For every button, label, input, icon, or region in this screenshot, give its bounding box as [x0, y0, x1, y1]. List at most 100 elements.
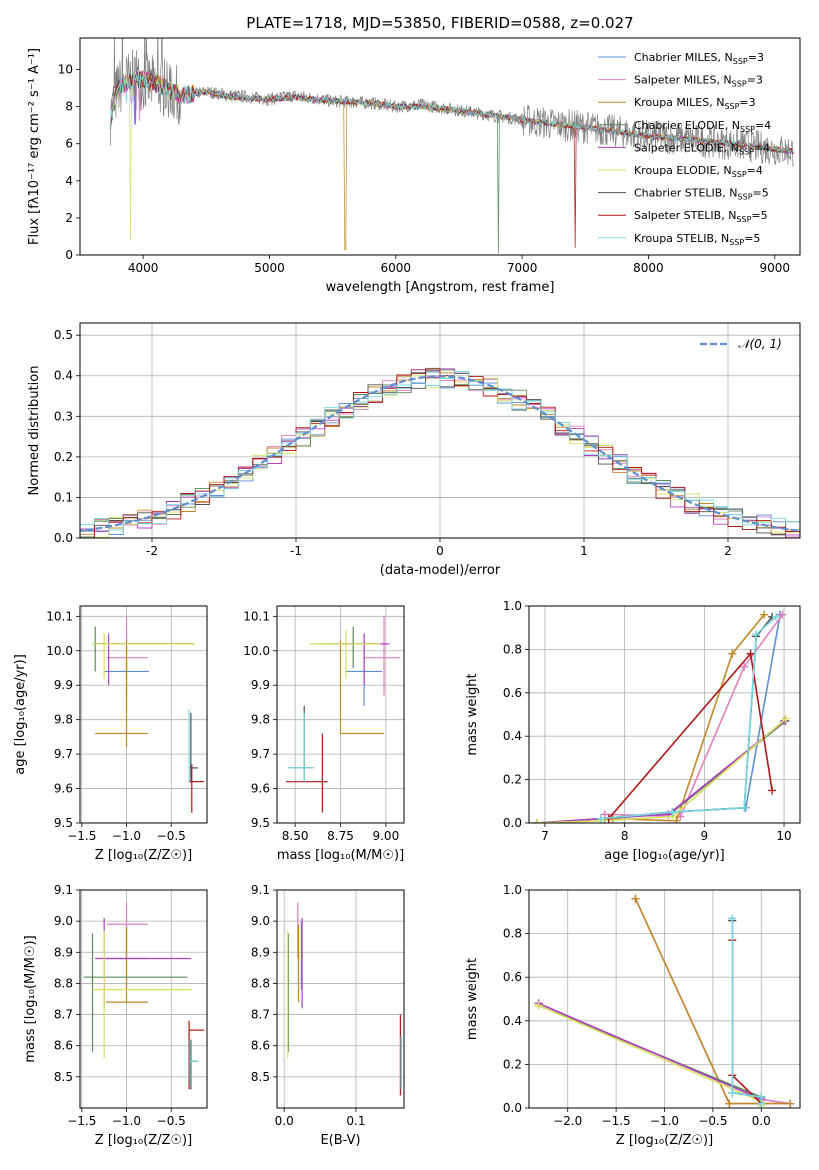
- legend-sub: SSP: [739, 147, 754, 156]
- x-axis-label: Z [log₁₀(Z/Z☉)]: [95, 1133, 192, 1148]
- axes-frame: [276, 889, 405, 1109]
- weight-marker: [760, 610, 769, 619]
- legend-name: Salpeter MILES, N: [634, 74, 732, 87]
- legend-name: Salpeter ELODIE, N: [634, 141, 739, 154]
- y-tick-label: 8.5: [54, 1070, 73, 1084]
- x-tick-label: −0.5: [157, 1114, 186, 1128]
- x-tick-label: 6000: [381, 261, 412, 275]
- weight-marker: [596, 814, 605, 823]
- x-tick-label: 8000: [633, 261, 664, 275]
- y-tick-label: 9.0: [251, 914, 270, 928]
- x-tick-label: −1.0: [112, 829, 141, 843]
- y-tick-label: 9.9: [251, 678, 270, 692]
- legend-eq: =4: [755, 119, 771, 132]
- y-tick-label: 9.5: [54, 816, 73, 830]
- x-tick-label: 7: [541, 829, 549, 843]
- legend-eq: =5: [744, 232, 760, 245]
- y-tick-label: 0.8: [503, 927, 522, 941]
- legend-name: Chabrier ELODIE, N: [634, 119, 740, 132]
- legend-eq: =5: [751, 209, 767, 222]
- x-tick-label: −0.5: [157, 829, 186, 843]
- legend-entry: Salpeter ELODIE, NSSP=4: [634, 141, 770, 156]
- x-tick-label: 1: [580, 544, 588, 558]
- y-tick-label: 9.7: [54, 747, 73, 761]
- y-tick-label: 0.2: [503, 773, 522, 787]
- legend-name: Chabrier STELIB, N: [634, 187, 738, 200]
- y-tick-label: 9.5: [251, 816, 270, 830]
- weight-marker: [728, 649, 737, 658]
- legend-entry: Chabrier STELIB, NSSP=5: [634, 187, 769, 202]
- x-tick-label: 2: [724, 544, 732, 558]
- y-tick-label: 10.0: [46, 644, 73, 658]
- x-tick-label: 9.00: [372, 829, 399, 843]
- legend-entry: Kroupa MILES, NSSP=3: [634, 96, 756, 111]
- x-tick-label: 0.0: [275, 1114, 294, 1128]
- y-tick-label: 8: [65, 100, 73, 114]
- legend-entry: Salpeter MILES, NSSP=3: [634, 74, 763, 89]
- y-tick-label: 8.5: [251, 1070, 270, 1084]
- axes-mass-vs-Z: −1.5 −1.0 −0.5 8.5 8.6 8.7 8.8 8.9 9.0 9.1 Z [log₁…: [23, 883, 207, 1148]
- y-tick-label: 9.7: [251, 747, 270, 761]
- y-tick-label: 10.1: [46, 609, 73, 623]
- weight-marker: [781, 714, 790, 723]
- y-tick-label: 9.1: [251, 883, 270, 897]
- weight-marker: [534, 1001, 543, 1010]
- weight-marker: [672, 816, 681, 823]
- weight-marker: [532, 819, 541, 823]
- mass-vs-EBV-points: [287, 902, 402, 1096]
- y-tick-label: 6: [65, 137, 73, 151]
- y-tick-label: 0.3: [54, 409, 73, 423]
- x-tick-label: -2: [146, 544, 158, 558]
- legend-entry: Chabrier MILES, NSSP=3: [634, 51, 764, 66]
- x-axis-label: age [log₁₀(age/yr)]: [604, 848, 725, 863]
- axes-frame: [79, 37, 801, 256]
- legend-eq: =4: [754, 141, 770, 154]
- x-tick-label: 5000: [254, 261, 285, 275]
- y-tick-label: 4: [65, 174, 73, 188]
- x-tick-label: 10: [776, 829, 791, 843]
- y-tick-label: 0.4: [54, 369, 73, 383]
- legend-eq: =3: [748, 51, 764, 64]
- legend-sub: SSP: [738, 193, 753, 202]
- y-tick-label: 10: [58, 63, 73, 77]
- y-tick-label: 0.6: [503, 970, 522, 984]
- weight-marker: [728, 1088, 737, 1097]
- y-tick-label: 10.1: [243, 609, 270, 623]
- weight-marker: [757, 1099, 766, 1108]
- x-tick-label: −1.0: [112, 1114, 141, 1128]
- x-tick-label: −1.0: [650, 1114, 679, 1128]
- y-tick-label: 8.9: [251, 945, 270, 959]
- y-tick-label: 9.9: [54, 678, 73, 692]
- legend-entry: 𝒩(0, 1): [738, 337, 782, 351]
- weight-line: [536, 720, 785, 823]
- axes-frame: [276, 605, 405, 824]
- legend-sub: SSP: [732, 170, 747, 179]
- weight-marker: [631, 894, 640, 903]
- weight-marker: [725, 1099, 734, 1108]
- weight-marker: [778, 610, 787, 619]
- legend-entry: Salpeter STELIB, NSSP=5: [634, 209, 768, 224]
- axes-age-vs-Z: −1.5 −1.0 −0.5 9.5 9.6 9.7 9.8 9.9 10.0 10.1 Z [lo…: [13, 606, 207, 863]
- weight-marker: [668, 808, 677, 817]
- weight-marker: [746, 649, 755, 658]
- legend-sub: SSP: [740, 125, 755, 134]
- y-tick-label: 10.0: [243, 644, 270, 658]
- legend-sub: SSP: [736, 215, 751, 224]
- axes-frame: [79, 889, 208, 1109]
- weight-line: [731, 940, 762, 1105]
- y-tick-label: 0.4: [503, 1014, 522, 1028]
- weight-line: [731, 920, 763, 1104]
- y-tick-label: 8.6: [251, 1039, 270, 1053]
- legend-eq: =4: [747, 164, 763, 177]
- axes-residuals: -2 -1 0 1 2 0.0 0.1 0.2 0.3 0.4 0.5 (data-model)/er…: [27, 323, 800, 578]
- axes-mass-vs-EBV: 0.0 0.1 8.5 8.6 8.7 8.8 8.9 9.0 9.1 E(B-V): [251, 883, 404, 1148]
- y-tick-label: 8.8: [54, 976, 73, 990]
- x-tick-label: 9000: [759, 261, 790, 275]
- y-tick-label: 0.1: [54, 490, 73, 504]
- age-vs-mass-points: [286, 616, 401, 813]
- x-tick-label: −1.5: [67, 829, 96, 843]
- y-tick-label: 0.0: [54, 531, 73, 545]
- x-axis-label: Z [log₁₀(Z/Z☉)]: [95, 848, 192, 863]
